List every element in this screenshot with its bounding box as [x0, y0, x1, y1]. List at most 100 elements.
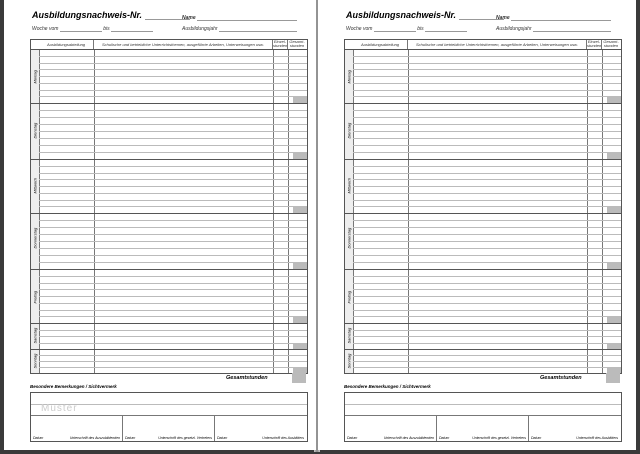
table-row[interactable]: [353, 323, 621, 324]
table-row[interactable]: [353, 152, 621, 153]
table-row[interactable]: [39, 172, 307, 174]
table-row[interactable]: [39, 145, 307, 146]
table-row[interactable]: [353, 62, 621, 64]
table-row[interactable]: [39, 355, 307, 356]
table-row[interactable]: [39, 179, 307, 181]
day-total-cell[interactable]: [293, 368, 307, 373]
table-row[interactable]: [353, 206, 621, 208]
table-row[interactable]: [353, 220, 621, 221]
table-row[interactable]: [39, 165, 307, 167]
table-row[interactable]: [353, 361, 621, 362]
day-total-cell[interactable]: [293, 207, 307, 213]
table-row[interactable]: [39, 110, 307, 111]
total-hours-cell[interactable]: [292, 373, 306, 383]
table-row[interactable]: [353, 336, 621, 337]
table-row[interactable]: [39, 361, 307, 362]
table-row[interactable]: [39, 138, 307, 139]
table-row[interactable]: [353, 248, 621, 249]
table-row[interactable]: [39, 186, 307, 187]
table-row[interactable]: [353, 302, 621, 304]
table-row[interactable]: [353, 213, 621, 214]
table-row[interactable]: [39, 302, 307, 304]
table-row[interactable]: [353, 227, 621, 228]
table-row[interactable]: [353, 145, 621, 146]
day-total-cell[interactable]: [607, 343, 621, 349]
table-row[interactable]: [39, 131, 307, 132]
table-row[interactable]: [353, 186, 621, 187]
day-total-cell[interactable]: [607, 97, 621, 103]
table-row[interactable]: [353, 289, 621, 291]
day-total-cell[interactable]: [607, 368, 621, 373]
table-row[interactable]: [353, 89, 621, 91]
table-row[interactable]: [353, 255, 621, 256]
table-row[interactable]: [353, 373, 621, 374]
table-row[interactable]: [353, 110, 621, 111]
table-row[interactable]: [39, 89, 307, 91]
day-total-cell[interactable]: [293, 263, 307, 269]
table-row[interactable]: [39, 367, 307, 368]
table-row[interactable]: [353, 55, 621, 57]
table-row[interactable]: [39, 296, 307, 297]
total-hours-cell[interactable]: [606, 373, 620, 383]
table-row[interactable]: [39, 275, 307, 277]
table-row[interactable]: [353, 138, 621, 139]
table-row[interactable]: [39, 227, 307, 228]
table-row[interactable]: [353, 172, 621, 174]
table-row[interactable]: [353, 282, 621, 284]
table-row[interactable]: [353, 275, 621, 277]
table-row[interactable]: [353, 192, 621, 194]
table-row[interactable]: [353, 82, 621, 84]
table-row[interactable]: [39, 199, 307, 201]
day-total-cell[interactable]: [293, 343, 307, 349]
remarks-box[interactable]: Datum Unterschrift des Auszubildenden Datu…: [344, 392, 622, 442]
table-row[interactable]: [353, 342, 621, 344]
table-row[interactable]: [39, 316, 307, 318]
table-row[interactable]: [353, 69, 621, 71]
day-total-cell[interactable]: [607, 263, 621, 269]
table-row[interactable]: [39, 117, 307, 118]
table-row[interactable]: [39, 55, 307, 57]
table-row[interactable]: [39, 241, 307, 242]
name-field[interactable]: Name: [496, 13, 612, 21]
table-row[interactable]: [39, 309, 307, 311]
remarks-box[interactable]: Muster Datum Unterschrift des Auszubildend…: [30, 392, 308, 442]
table-row[interactable]: [353, 241, 621, 242]
day-total-cell[interactable]: [607, 317, 621, 323]
table-row[interactable]: [39, 62, 307, 64]
table-row[interactable]: [353, 355, 621, 356]
table-row[interactable]: [39, 329, 307, 331]
table-row[interactable]: [39, 282, 307, 284]
table-row[interactable]: [39, 255, 307, 256]
table-row[interactable]: [353, 76, 621, 77]
table-row[interactable]: [353, 117, 621, 118]
table-row[interactable]: [353, 349, 621, 350]
day-total-cell[interactable]: [293, 317, 307, 323]
day-total-cell[interactable]: [607, 207, 621, 213]
table-row[interactable]: [353, 103, 621, 104]
table-row[interactable]: [39, 269, 307, 270]
table-row[interactable]: [39, 220, 307, 221]
table-row[interactable]: [353, 329, 621, 331]
table-row[interactable]: [39, 206, 307, 208]
table-row[interactable]: [353, 316, 621, 318]
table-row[interactable]: [39, 262, 307, 263]
table-row[interactable]: [353, 234, 621, 235]
year-field[interactable]: Ausbildungsjahr: [496, 24, 611, 32]
signature-field[interactable]: Datum Unterschrift des Ausbilders: [215, 415, 306, 441]
table-row[interactable]: [39, 336, 307, 337]
table-row[interactable]: [39, 96, 307, 98]
year-field[interactable]: Ausbildungsjahr: [182, 24, 297, 32]
table-row[interactable]: [39, 373, 307, 374]
table-row[interactable]: [353, 367, 621, 368]
table-row[interactable]: [39, 323, 307, 324]
table-row[interactable]: [39, 82, 307, 84]
table-row[interactable]: [353, 159, 621, 160]
table-row[interactable]: [353, 262, 621, 263]
table-row[interactable]: [39, 349, 307, 350]
signature-field[interactable]: Datum Unterschrift des Auszubildenden: [31, 415, 123, 441]
table-row[interactable]: [353, 179, 621, 181]
table-row[interactable]: [39, 152, 307, 153]
day-total-cell[interactable]: [607, 153, 621, 159]
table-row[interactable]: [353, 296, 621, 297]
day-total-cell[interactable]: [293, 153, 307, 159]
